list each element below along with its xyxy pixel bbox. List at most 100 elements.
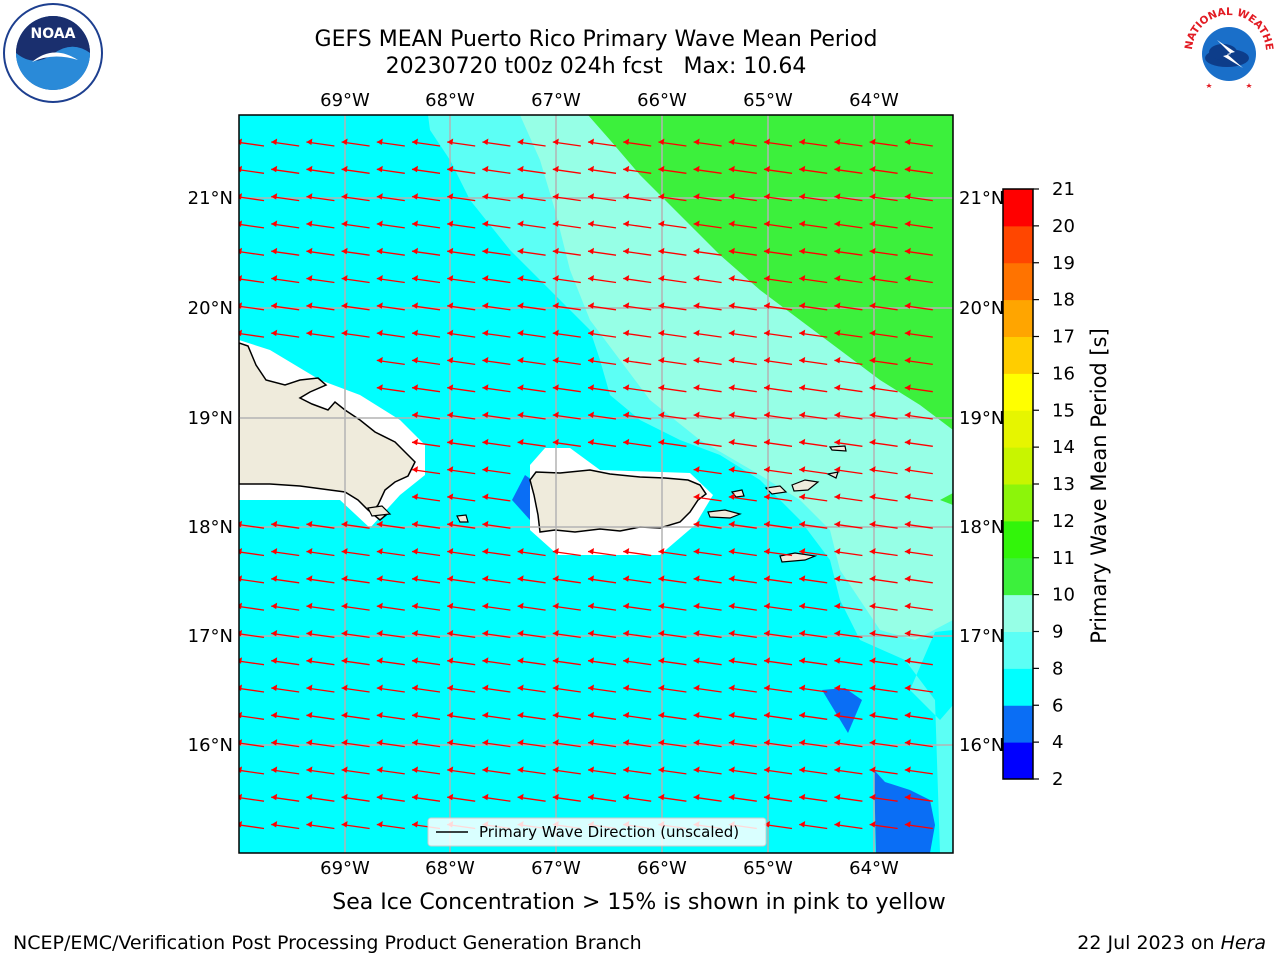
wave-arrow [447, 739, 476, 748]
wave-arrow [728, 138, 757, 147]
wave-arrow [376, 302, 405, 311]
wave-arrow [869, 329, 898, 338]
wave-arrow [411, 138, 441, 147]
lat-tick-right: 18°N [959, 517, 1004, 538]
wave-arrow [728, 438, 757, 447]
wave-arrow [411, 575, 441, 584]
wave-arrow [904, 302, 933, 311]
wave-arrow [376, 657, 405, 666]
wave-arrow [658, 684, 687, 693]
wave-arrow [517, 438, 546, 447]
colorbar-tick-label: 20 [1052, 216, 1075, 237]
wave-arrow [587, 602, 617, 611]
wave-arrow [869, 711, 898, 720]
wave-arrow [482, 193, 511, 202]
footer-date-text: 22 Jul 2023 on [1077, 932, 1221, 954]
wave-arrow [904, 384, 933, 393]
wave-arrow [517, 629, 546, 639]
lat-tick-left: 16°N [188, 735, 233, 756]
wave-arrow [799, 739, 828, 748]
wave-arrow [482, 548, 511, 557]
wave-arrow [834, 493, 863, 502]
wave-arrow [482, 466, 511, 475]
wave-arrow [658, 329, 687, 338]
wave-arrow [799, 711, 828, 720]
wave-arrow [376, 329, 405, 338]
wave-arrow [587, 739, 617, 748]
wave-arrow [306, 711, 335, 720]
wave-arrow [552, 356, 581, 366]
wave-arrow [552, 384, 581, 393]
lon-tick-bottom: 68°W [425, 858, 475, 879]
wave-arrow [517, 220, 546, 229]
wave-arrow [834, 302, 863, 311]
wave-arrow [482, 329, 511, 338]
wave-arrow [482, 302, 511, 311]
wave-arrow [376, 739, 405, 748]
wave-arrow [693, 766, 722, 775]
wave-arrow [587, 438, 617, 447]
wave-arrow [834, 739, 863, 748]
wave-arrow [517, 165, 546, 174]
wave-arrow [482, 657, 511, 666]
wave-arrow [799, 193, 828, 202]
period-field-10-11 [588, 115, 953, 430]
wave-arrow [658, 138, 687, 147]
wave-arrow [658, 165, 687, 174]
wave-arrow [693, 302, 722, 311]
wave-arrow [693, 602, 722, 611]
wave-arrow [271, 657, 300, 666]
wave-arrow [834, 602, 863, 611]
colorbar-swatch [1003, 484, 1033, 522]
wave-arrow [834, 247, 863, 256]
wave-arrow [341, 629, 370, 639]
wave-arrow [587, 548, 617, 557]
land-hispaniola [239, 342, 416, 521]
lon-tick-top: 69°W [320, 90, 370, 111]
axis-tick-labels: 69°W 69°W 68°W 68°W 67°W 67°W 66°W 66°W 65°W 65°W… [188, 90, 1005, 879]
wave-arrow [763, 684, 793, 693]
colorbar-swatch [1003, 447, 1033, 485]
wave-arrow [799, 438, 828, 447]
wave-arrow [799, 220, 828, 229]
wave-arrow [411, 657, 441, 666]
wave-arrow [869, 684, 898, 693]
wave-arrow [552, 329, 581, 338]
wave-arrow [728, 220, 757, 229]
wave-arrow [411, 493, 441, 502]
wave-arrow [763, 220, 793, 229]
wave-arrow [517, 356, 546, 366]
wave-arrow [517, 766, 546, 775]
wave-arrow [658, 602, 687, 611]
lon-tick-bottom: 69°W [320, 858, 370, 879]
wave-arrow [658, 247, 687, 256]
wave-arrow [271, 275, 300, 284]
wave-arrow [376, 548, 405, 557]
wave-arrow [728, 684, 757, 693]
wave-arrow [552, 138, 581, 147]
wave-arrow [271, 739, 300, 748]
wave-arrow [693, 466, 722, 475]
wave-arrow [799, 629, 828, 639]
colorbar-tick-label: 6 [1052, 695, 1063, 716]
wave-arrow [306, 329, 335, 338]
wave-arrow [904, 220, 933, 229]
wave-arrow [763, 193, 793, 202]
wave-arrow [904, 193, 933, 202]
wave-arrow [658, 302, 687, 311]
wave-arrow [411, 356, 441, 366]
chart-title-line2: 20230720 t00z 024h fcst Max: 10.64 [385, 54, 807, 79]
wave-arrow [341, 275, 370, 284]
wave-arrow [587, 302, 617, 311]
wave-arrow [587, 247, 617, 256]
wave-arrow [834, 356, 863, 366]
lon-tick-top: 68°W [425, 90, 475, 111]
wave-arrow [587, 575, 617, 584]
wave-arrow [517, 302, 546, 311]
wave-arrow [271, 711, 300, 720]
wave-arrow [447, 684, 476, 693]
wave-arrow [869, 629, 898, 639]
wave-arrow [658, 220, 687, 229]
wave-arrow [341, 520, 370, 529]
wave-arrow [623, 220, 652, 229]
